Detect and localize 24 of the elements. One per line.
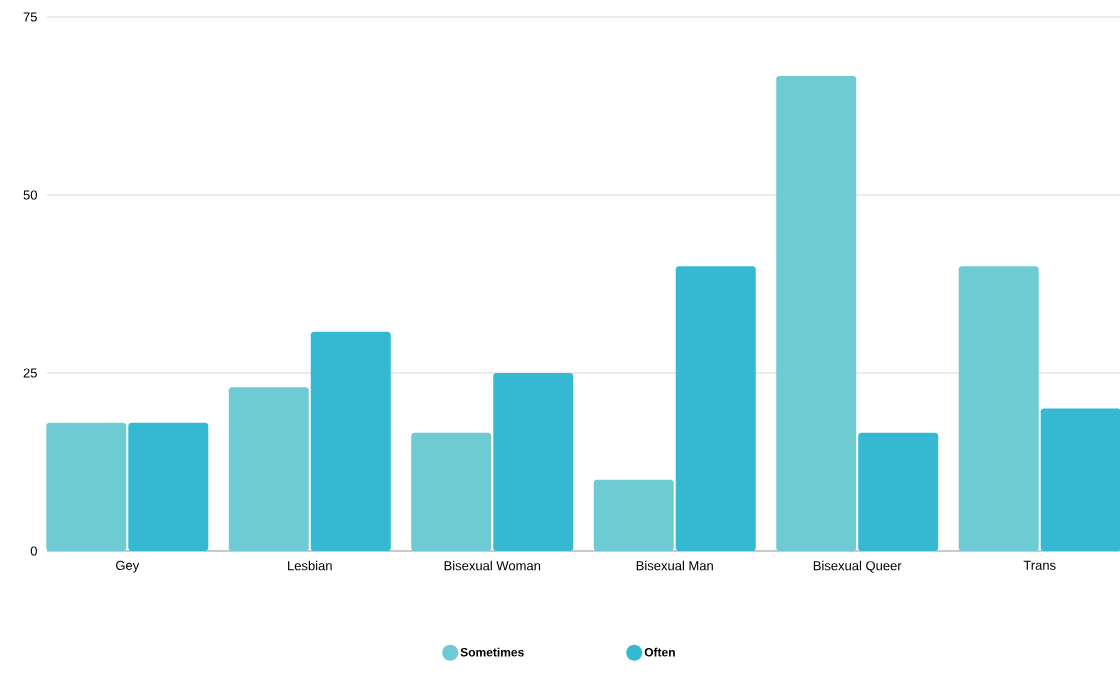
x-tick-label: Lesbian <box>288 560 332 571</box>
x-tick-label: Bisexual Woman <box>444 560 541 571</box>
bar <box>493 372 574 551</box>
bar <box>1040 408 1120 551</box>
bar <box>958 266 1039 551</box>
legend-label: Often <box>644 647 675 657</box>
bar <box>128 422 209 551</box>
bar <box>228 387 309 551</box>
x-tick-label: Gey <box>116 560 140 573</box>
bar <box>46 422 127 551</box>
x-tick-label: Bisexual Man <box>636 560 713 571</box>
y-tick-label: 25 <box>23 368 37 378</box>
bar <box>411 432 492 551</box>
bar <box>675 266 756 551</box>
y-tick-label: 50 <box>23 190 37 200</box>
x-tick-label: Bisexual Queer <box>813 560 902 573</box>
bar <box>593 479 674 551</box>
y-tick-label: 0 <box>30 546 37 556</box>
legend-label: Sometimes <box>460 647 524 657</box>
x-tick-label: Trans <box>1023 560 1056 570</box>
bar <box>858 432 939 551</box>
bar <box>310 331 391 551</box>
y-tick-label: 75 <box>23 12 37 22</box>
bar <box>776 76 857 551</box>
